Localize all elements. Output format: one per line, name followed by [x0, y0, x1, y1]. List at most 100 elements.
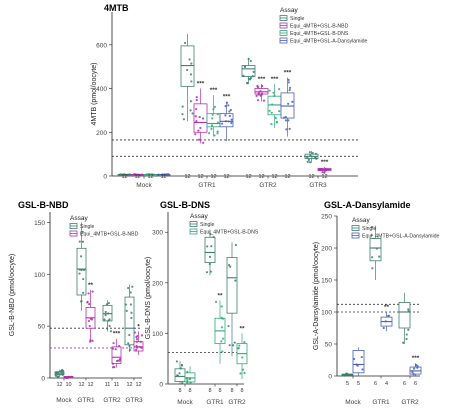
data-point — [109, 330, 113, 333]
sample-size-label: 6 — [374, 381, 377, 387]
data-point — [416, 365, 419, 368]
data-point — [411, 371, 414, 374]
data-point — [57, 371, 60, 374]
sample-size-label: 11 — [105, 382, 111, 388]
data-point — [178, 372, 181, 375]
data-point — [195, 120, 198, 123]
data-point — [86, 300, 89, 304]
significance-label: *** — [210, 87, 218, 94]
legend-title: Assay — [280, 7, 298, 14]
data-point — [243, 371, 246, 374]
sample-size-label: 12 — [284, 174, 290, 180]
box-equi-4mtb-gsl-b-dns: *** 12 — [267, 76, 282, 180]
x-tick-label: GTR2 — [103, 397, 121, 404]
data-point — [412, 367, 416, 370]
sample-size-label: 12 — [134, 174, 140, 180]
box-body — [369, 237, 382, 262]
box-equi-4mtb-gsl-a-dansylamide: *** 12 — [219, 94, 234, 180]
data-point — [199, 126, 202, 130]
data-point — [135, 337, 139, 341]
data-point — [238, 344, 241, 347]
data-point — [233, 341, 236, 344]
data-point — [216, 132, 219, 135]
box-single: 6 — [398, 292, 411, 387]
data-point — [256, 84, 259, 88]
legend-title: Assay — [190, 213, 208, 220]
data-point — [208, 262, 211, 266]
data-point — [176, 374, 180, 377]
data-point — [209, 232, 212, 235]
legend-title: Assay — [70, 215, 88, 222]
data-point — [125, 309, 128, 312]
sample-size-label: 8 — [240, 388, 243, 394]
box-body — [226, 257, 238, 314]
data-point — [227, 324, 230, 328]
data-point — [407, 308, 410, 311]
legend-entry: Equi_4MTB+GSL-B-DNS — [200, 230, 259, 236]
data-point — [164, 173, 168, 176]
data-point — [287, 119, 290, 122]
sample-size-label: 8 — [188, 388, 191, 394]
data-point — [361, 368, 364, 371]
chart-title: GSL-B-DNS — [160, 200, 210, 210]
data-point — [412, 373, 415, 376]
y-tick-label: 150 — [34, 220, 45, 227]
data-point — [195, 98, 198, 102]
data-point — [273, 94, 276, 97]
data-point — [371, 267, 374, 270]
y-tick-label: 150 — [321, 278, 332, 285]
data-point — [229, 265, 232, 268]
data-point — [229, 108, 232, 112]
data-point — [287, 102, 290, 105]
data-point — [257, 93, 260, 96]
data-point — [112, 342, 115, 345]
y-tick-label: 200 — [321, 246, 332, 253]
data-point — [81, 230, 84, 234]
data-point — [188, 377, 192, 380]
data-point — [287, 81, 290, 84]
data-point — [221, 350, 224, 353]
data-point — [87, 292, 90, 295]
data-point — [61, 373, 64, 376]
data-point — [79, 255, 83, 258]
significance-label: ** — [88, 282, 94, 289]
sample-size-label: 12 — [210, 174, 216, 180]
data-point — [210, 124, 214, 127]
sample-size-label: 12 — [78, 382, 84, 388]
data-point — [152, 173, 156, 176]
chart-title: GSL-B-NBD — [18, 200, 69, 210]
x-tick-label: Mock — [136, 182, 152, 189]
data-point — [191, 112, 194, 115]
x-tick-label: Mock — [56, 397, 72, 404]
box-equi-4mtb-gsl-b-dns: 8 — [184, 366, 196, 394]
data-point — [135, 335, 138, 339]
box-single: 12 — [241, 57, 256, 180]
data-point — [407, 310, 410, 313]
data-point — [370, 233, 373, 237]
data-point — [195, 96, 198, 99]
data-point — [288, 86, 292, 89]
sample-size-label: 10 — [65, 382, 71, 388]
box-body — [241, 65, 256, 77]
box-equi-4mtb-gsl-b-nbd: *** 12 — [317, 159, 332, 180]
data-point — [272, 91, 275, 94]
data-point — [356, 364, 359, 367]
y-tick-label: 50 — [325, 342, 333, 349]
data-point — [197, 138, 201, 141]
data-point — [402, 341, 405, 344]
data-point — [183, 41, 187, 45]
data-point — [315, 157, 318, 160]
data-point — [205, 271, 209, 274]
data-point — [133, 173, 136, 176]
data-point — [375, 247, 378, 250]
data-point — [252, 70, 255, 74]
data-point — [140, 334, 144, 337]
data-point — [91, 339, 94, 342]
legend-entry: Equi_4MTB+GSL-B-DNS — [290, 31, 349, 37]
y-tick-label: 400 — [96, 86, 107, 93]
legend-title: Assay — [352, 217, 370, 224]
y-axis-label: GSL-B-NBD (pmol/oocyte) — [9, 254, 16, 336]
data-point — [249, 76, 253, 80]
data-point — [378, 255, 381, 258]
data-point — [228, 114, 232, 118]
